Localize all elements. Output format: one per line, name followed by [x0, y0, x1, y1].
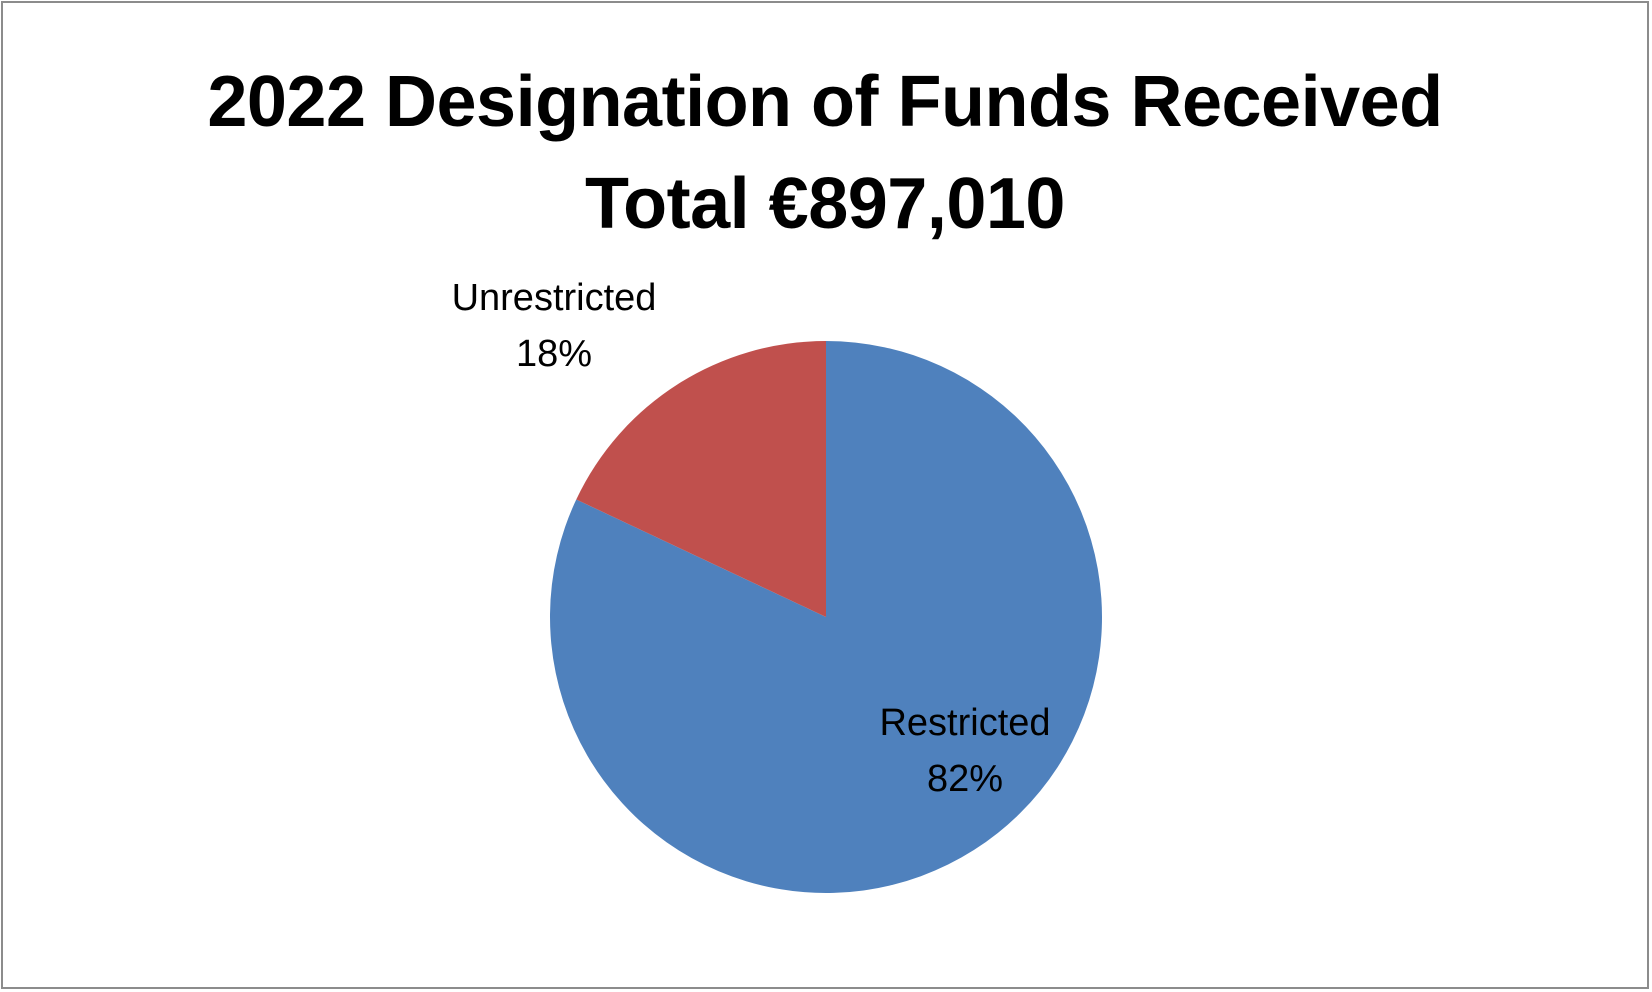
pie-slices — [549, 341, 1102, 893]
label-restricted-name: Restricted — [879, 702, 1050, 744]
chart-title: 2022 Designation of Funds Received — [207, 62, 1443, 142]
label-unrestricted-name: Unrestricted — [452, 277, 657, 319]
slice-unrestricted — [576, 341, 826, 617]
label-restricted-value: 82% — [927, 758, 1003, 800]
data-labels: Restricted 82% Unrestricted 18% — [452, 277, 1051, 800]
chart-subtitle: Total €897,010 — [585, 164, 1065, 244]
chart-title-block: 2022 Designation of Funds Received Total… — [3, 51, 1647, 255]
slice-restricted — [549, 341, 1102, 893]
label-unrestricted-value: 18% — [516, 333, 592, 375]
